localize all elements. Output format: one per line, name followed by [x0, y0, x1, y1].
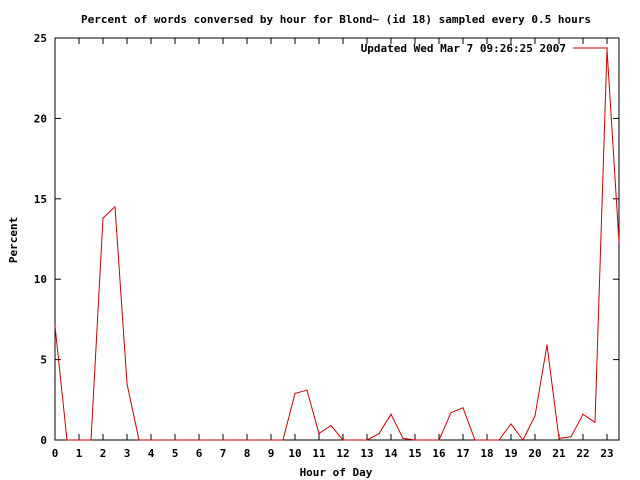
- x-tick-label: 5: [172, 447, 179, 460]
- data-point: [234, 439, 236, 441]
- y-tick-label: 15: [34, 193, 47, 206]
- y-tick-label: 0: [40, 434, 47, 447]
- data-point: [126, 383, 128, 385]
- data-point: [414, 439, 416, 441]
- data-point: [186, 439, 188, 441]
- x-tick-label: 14: [384, 447, 398, 460]
- series-layer: [54, 48, 620, 441]
- data-point: [558, 437, 560, 439]
- y-tick-label: 25: [34, 32, 47, 45]
- data-point: [210, 439, 212, 441]
- x-tick-label: 22: [576, 447, 589, 460]
- x-tick-label: 16: [432, 447, 446, 460]
- x-tick-label: 21: [552, 447, 566, 460]
- data-point: [426, 439, 428, 441]
- x-tick-label: 0: [52, 447, 59, 460]
- data-point: [150, 439, 152, 441]
- data-point: [162, 439, 164, 441]
- data-point: [318, 432, 320, 435]
- data-point: [258, 439, 260, 441]
- y-tick-label: 20: [34, 112, 47, 125]
- x-tick-label: 11: [312, 447, 326, 460]
- data-point: [342, 439, 344, 441]
- x-tick-label: 17: [456, 447, 469, 460]
- data-point: [594, 421, 596, 423]
- x-tick-label: 4: [148, 447, 155, 460]
- x-tick-label: 10: [288, 447, 301, 460]
- x-tick-label: 12: [336, 447, 349, 460]
- x-tick-label: 8: [244, 447, 251, 460]
- data-point: [90, 439, 92, 441]
- x-tick-label: 13: [360, 447, 373, 460]
- data-point: [138, 439, 140, 441]
- legend: Updated Wed Mar 7 09:26:25 2007: [361, 42, 608, 55]
- x-tick-label: 9: [268, 447, 275, 460]
- data-point: [246, 439, 248, 441]
- data-point: [438, 439, 440, 441]
- data-point: [402, 437, 404, 439]
- data-point: [618, 241, 620, 243]
- data-point: [222, 439, 224, 441]
- data-point: [570, 436, 572, 438]
- data-point: [546, 344, 548, 346]
- data-point: [390, 413, 392, 415]
- x-tick-label: 2: [100, 447, 107, 460]
- data-point: [102, 217, 104, 219]
- y-tick-label: 10: [34, 273, 47, 286]
- x-tick-label: 23: [600, 447, 613, 460]
- x-tick-label: 1: [76, 447, 83, 460]
- x-axis-label: Hour of Day: [300, 466, 373, 479]
- data-point: [174, 439, 176, 441]
- x-axis: 0 1 2 3 4 5 6 7 8 9 10 11 12 13 14 15 16 17 18 19 20 21 22 23: [52, 38, 614, 460]
- x-tick-label: 18: [480, 447, 493, 460]
- data-point: [270, 439, 272, 441]
- x-tick-label: 7: [220, 447, 227, 460]
- data-point: [474, 439, 476, 441]
- data-point: [354, 439, 356, 441]
- data-point: [366, 439, 368, 441]
- data-point: [462, 407, 464, 409]
- x-tick-label: 19: [504, 447, 517, 460]
- data-point: [114, 206, 116, 208]
- x-tick-label: 3: [124, 447, 131, 460]
- data-point: [510, 423, 512, 425]
- data-point: [306, 389, 308, 391]
- x-tick-label: 20: [528, 447, 541, 460]
- data-point: [198, 439, 200, 441]
- y-tick-label: 5: [40, 354, 47, 367]
- data-point: [330, 424, 332, 427]
- data-point: [66, 439, 68, 441]
- series-line: [54, 49, 620, 441]
- data-point: [498, 439, 500, 441]
- chart-title: Percent of words conversed by hour for B…: [81, 13, 591, 26]
- data-point: [486, 439, 488, 441]
- x-tick-label: 6: [196, 447, 203, 460]
- y-axis: 0 5 10 15 20 25: [34, 32, 619, 447]
- data-point: [378, 432, 380, 435]
- x-tick-label: 15: [408, 447, 421, 460]
- data-point: [522, 439, 524, 441]
- plot-border: [54, 37, 620, 441]
- data-point: [450, 412, 452, 414]
- data-point: [78, 439, 80, 441]
- data-point: [54, 325, 56, 327]
- y-axis-label: Percent: [7, 217, 20, 263]
- data-point: [294, 392, 296, 394]
- legend-entry: Updated Wed Mar 7 09:26:25 2007: [361, 42, 566, 55]
- data-point: [606, 48, 608, 50]
- data-point: [582, 413, 584, 415]
- data-point: [534, 415, 536, 417]
- data-point: [282, 439, 284, 441]
